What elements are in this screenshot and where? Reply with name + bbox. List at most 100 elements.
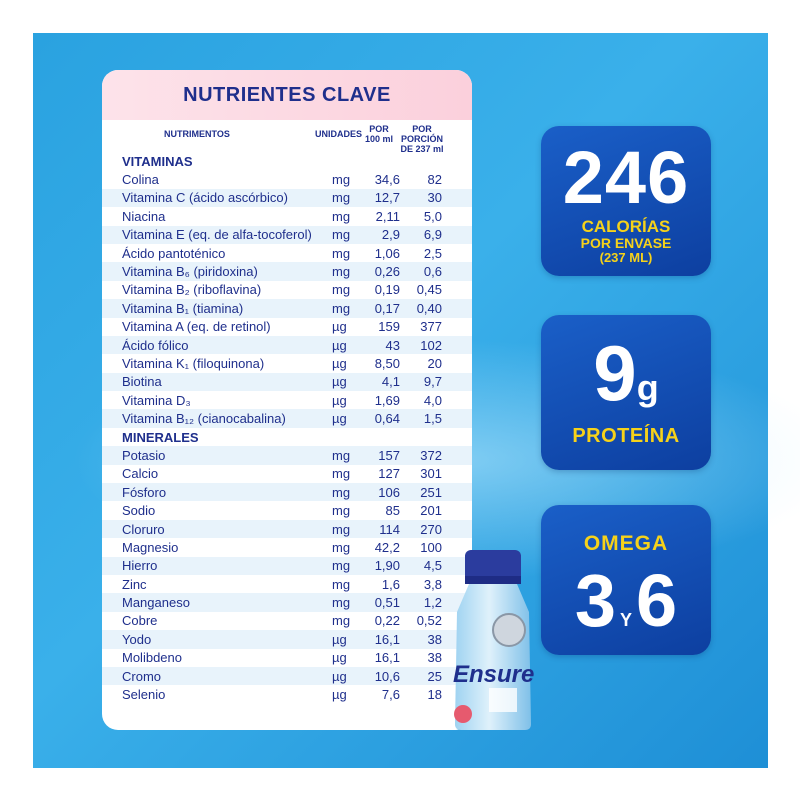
value-per-100ml: 0,22 xyxy=(374,613,400,629)
value-per-100ml: 10,6 xyxy=(374,668,400,684)
value-per-portion: 270 xyxy=(420,521,442,537)
nutrient-unit: mg xyxy=(332,264,351,280)
value-per-portion: 38 xyxy=(427,631,442,647)
table-row: Vitamina B₁ (tiamina) mg 0,17 0,40 xyxy=(102,299,472,318)
protein-unit: g xyxy=(636,367,659,408)
table-row: Hierro mg 1,90 4,5 xyxy=(102,556,472,575)
nutrient-name: Vitamina E (eq. de alfa-tocoferol) xyxy=(122,227,312,243)
nutrient-unit: mg xyxy=(332,484,351,500)
value-per-100ml: 106 xyxy=(378,484,400,500)
value-per-100ml: 157 xyxy=(378,447,400,463)
value-per-100ml: 8,50 xyxy=(374,355,400,371)
nutrient-name: Biotina xyxy=(122,374,162,390)
table-row: Molibdeno µg 16,1 38 xyxy=(102,649,472,667)
omega-badge: OMEGA 3 Y6 xyxy=(541,505,711,655)
calories-volume: (237 ML) xyxy=(599,250,653,265)
value-per-100ml: 1,6 xyxy=(381,576,400,592)
omega-connector: Y xyxy=(619,610,632,630)
table-row: Ácido fólico µg 43 102 xyxy=(102,335,472,355)
value-per-100ml: 12,7 xyxy=(374,190,400,206)
value-per-100ml: 127 xyxy=(378,466,400,482)
protein-badge: 9g PROTEÍNA xyxy=(541,315,711,470)
table-row: Vitamina K₁ (filoquinona) µg 8,50 20 xyxy=(102,354,472,372)
value-per-100ml: 0,64 xyxy=(374,411,400,427)
calories-number: 246 xyxy=(562,136,690,219)
table-row: Selenio µg 7,6 18 xyxy=(102,685,472,703)
nutrient-unit: mg xyxy=(332,539,351,555)
table-row: Biotina µg 4,1 9,7 xyxy=(102,372,472,392)
nutrient-unit: mg xyxy=(332,447,351,463)
nutrient-name: Vitamina B₂ (riboflavina) xyxy=(122,282,262,298)
value-per-portion: 4,0 xyxy=(423,392,442,408)
nutrient-unit: mg xyxy=(332,595,351,611)
value-per-100ml: 2,9 xyxy=(381,227,400,243)
calories-badge: 246 CALORÍAS POR ENVASE (237 ML) xyxy=(541,126,711,276)
value-per-100ml: 0,17 xyxy=(374,300,400,316)
table-title: NUTRIENTES CLAVE xyxy=(183,83,391,106)
nutrient-name: Zinc xyxy=(122,576,147,592)
nutrient-unit: µg xyxy=(332,631,347,647)
nutrient-unit: µg xyxy=(332,650,347,666)
nutrient-name: Vitamina B₆ (piridoxina) xyxy=(122,264,258,280)
bottle-cap xyxy=(465,550,521,584)
omega-first: 3 xyxy=(574,559,616,642)
value-per-portion: 1,2 xyxy=(423,595,442,611)
value-per-100ml: 4,1 xyxy=(381,374,400,390)
bottle-brand: Ensure xyxy=(453,661,534,688)
table-row: Vitamina A (eq. de retinol) µg 159 377 xyxy=(102,318,472,336)
value-per-portion: 20 xyxy=(427,355,442,371)
table-row: Vitamina B₁₂ (cianocabalina) µg 0,64 1,5 xyxy=(102,409,472,428)
value-per-portion: 102 xyxy=(420,337,442,353)
nutrient-unit: mg xyxy=(332,521,351,537)
value-per-100ml: 114 xyxy=(379,521,400,537)
column-headers: NUTRIMENTOS UNIDADES POR 100 ml POR PORC… xyxy=(102,120,472,154)
protein-label: PROTEÍNA xyxy=(572,425,680,447)
table-row: Niacina mg 2,11 5,0 xyxy=(102,207,472,225)
value-per-portion: 82 xyxy=(427,172,442,188)
value-per-100ml: 1,06 xyxy=(374,245,400,261)
nutrient-name: Sodio xyxy=(122,503,156,519)
value-per-portion: 25 xyxy=(427,668,442,684)
nutrient-unit: mg xyxy=(332,466,351,482)
value-per-portion: 0,40 xyxy=(416,300,442,316)
nutrient-unit: mg xyxy=(332,613,351,629)
value-per-100ml: 2,11 xyxy=(375,208,400,224)
nutrient-name: Vitamina K₁ (filoquinona) xyxy=(122,355,265,371)
nutrient-name: Molibdeno xyxy=(122,650,182,666)
nutrient-rows: VITAMINAS Colina mg 34,6 82 Vitamina C (ácido… xyxy=(102,152,472,704)
omega-label: OMEGA xyxy=(583,532,669,555)
nutrient-name: Colina xyxy=(122,172,159,188)
section-title: VITAMINAS xyxy=(102,152,472,171)
col-header-por-porcion: POR PORCIÓN DE 237 ml xyxy=(400,124,444,154)
table-row: Fósforo mg 106 251 xyxy=(102,483,472,502)
nutrient-name: Vitamina B₁ (tiamina) xyxy=(122,300,244,316)
table-row: Potasio mg 157 372 xyxy=(102,446,472,465)
nutrient-unit: mg xyxy=(332,208,351,224)
value-per-portion: 1,5 xyxy=(423,411,442,427)
value-per-portion: 372 xyxy=(420,447,442,463)
value-per-portion: 5,0 xyxy=(423,208,442,224)
value-per-portion: 377 xyxy=(420,319,442,335)
value-per-portion: 30 xyxy=(427,190,442,206)
table-row: Manganeso mg 0,51 1,2 xyxy=(102,593,472,612)
table-row: Vitamina E (eq. de alfa-tocoferol) mg 2,9 6… xyxy=(102,225,472,244)
nutrient-unit: µg xyxy=(332,668,347,684)
value-per-100ml: 85 xyxy=(385,503,400,519)
nutrient-unit: mg xyxy=(332,300,351,316)
value-per-portion: 4,5 xyxy=(423,558,442,574)
col-header-por-100ml: POR 100 ml xyxy=(364,124,394,144)
table-row: Colina mg 34,6 82 xyxy=(102,170,472,188)
col-header-unidades: UNIDADES xyxy=(315,129,363,139)
nutrient-name: Niacina xyxy=(122,208,166,224)
value-per-portion: 38 xyxy=(427,650,442,666)
nutrient-unit: mg xyxy=(332,503,351,519)
nutrient-unit: µg xyxy=(332,687,347,703)
value-per-portion: 251 xyxy=(420,484,442,500)
nutrient-name: Magnesio xyxy=(122,539,179,555)
nutrient-name: Fósforo xyxy=(122,484,167,500)
nutrient-name: Cromo xyxy=(122,668,162,684)
nutrient-name: Manganeso xyxy=(122,595,190,611)
bottle-emblem xyxy=(492,613,526,647)
table-row: Calcio mg 127 301 xyxy=(102,465,472,483)
calories-sublabel: POR ENVASE xyxy=(580,235,672,251)
